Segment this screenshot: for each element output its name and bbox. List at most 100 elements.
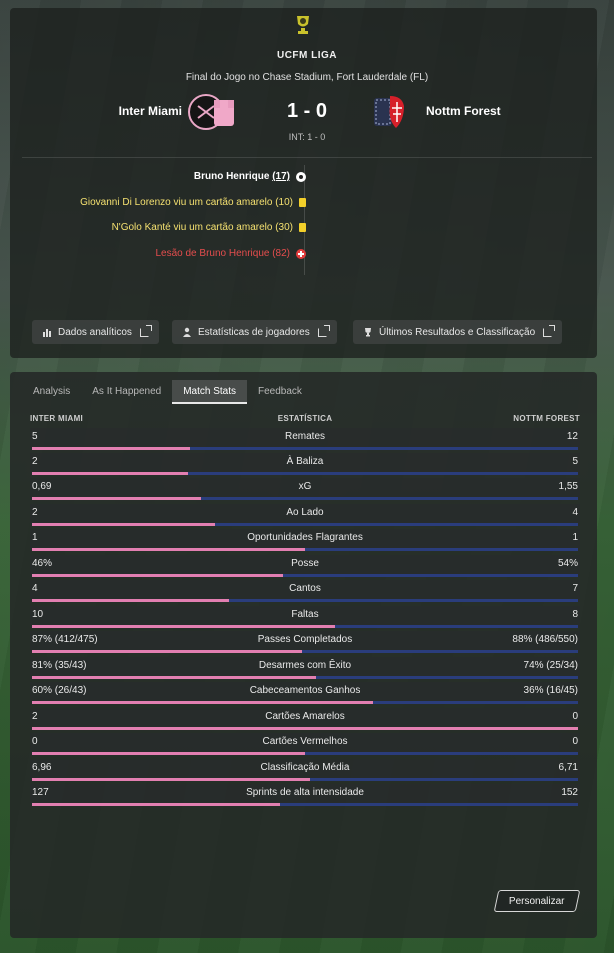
stat-label: Oportunidades Flagrantes: [247, 532, 363, 543]
stat-row: 2 À Baliza 5: [30, 453, 580, 475]
stat-home-value: 87% (412/475): [32, 634, 98, 645]
event-goal[interactable]: Bruno Henrique (17): [194, 171, 306, 182]
stat-away-value: 5: [572, 456, 578, 467]
stat-bar-home: [32, 752, 305, 755]
stat-home-value: 2: [32, 711, 38, 722]
stat-away-value: 88% (486/550): [512, 634, 578, 645]
stat-home-value: 127: [32, 787, 49, 798]
match-summary-panel: [10, 8, 597, 358]
stat-bar-away: [32, 803, 578, 806]
stat-bar-home: [32, 472, 188, 475]
stat-away-value: 152: [561, 787, 578, 798]
stat-bar-home: [32, 650, 303, 653]
stat-row: 4 Cantos 7: [30, 580, 580, 602]
stat-bar-away: [32, 523, 578, 526]
stat-label: Posse: [291, 558, 319, 569]
stat-bar-home: [32, 548, 305, 551]
stat-label: Cartões Vermelhos: [262, 736, 348, 747]
stat-bar-away: [32, 701, 578, 704]
stat-row: 81% (35/43) Desarmes com Êxito 74% (25/34): [30, 657, 580, 679]
stat-bar-home: [32, 727, 578, 730]
stat-away-value: 6,71: [558, 762, 578, 773]
home-team-name[interactable]: Inter Miami: [118, 104, 182, 118]
stat-away-value: 0: [572, 736, 578, 747]
stat-bar-away: [32, 548, 578, 551]
events-divider: [304, 165, 305, 275]
external-link-icon: [139, 324, 152, 337]
event-yellow-card[interactable]: Giovanni Di Lorenzo viu um cartão amarel…: [80, 197, 306, 208]
stat-bar-away: [32, 625, 578, 628]
stat-bar-away: [32, 574, 578, 577]
stat-row: 60% (26/43) Cabeceamentos Ganhos 36% (16/4…: [30, 682, 580, 704]
stat-row: 5 Remates 12: [30, 428, 580, 450]
stat-row: 87% (412/475) Passes Completados 88% (486/…: [30, 631, 580, 653]
stat-bar-home: [32, 574, 284, 577]
analytics-button[interactable]: Dados analíticos: [32, 320, 159, 344]
header-divider: [22, 157, 592, 158]
tab-match-stats[interactable]: Match Stats: [172, 380, 247, 404]
player-stats-button[interactable]: Estatísticas de jogadores: [172, 320, 337, 344]
match-venue: Final do Jogo no Chase Stadium, Fort Lau…: [185, 72, 429, 83]
results-button[interactable]: Últimos Resultados e Classificação: [353, 320, 563, 344]
event-text: Giovanni Di Lorenzo viu um cartão amarel…: [80, 197, 293, 208]
event-text: Lesão de Bruno Henrique (82): [155, 248, 290, 259]
stat-away-value: 7: [572, 583, 578, 594]
half-time-score: INT: 1 - 0: [288, 132, 326, 142]
stat-home-value: 6,96: [32, 762, 52, 773]
stat-away-value: 0: [572, 711, 578, 722]
league-trophy-icon: [297, 16, 309, 34]
bar-chart-icon: [43, 329, 51, 337]
goal-minute: (17): [272, 171, 290, 182]
goal-scorer[interactable]: Bruno Henrique (17): [193, 171, 290, 182]
stat-away-value: 74% (25/34): [523, 660, 578, 671]
stat-bar-away: [32, 676, 578, 679]
stat-home-value: 5: [32, 431, 38, 442]
stat-label: Remates: [284, 431, 325, 442]
stat-home-value: 0: [32, 736, 38, 747]
stat-row: 127 Sprints de alta intensidade 152: [30, 784, 580, 806]
yellow-card-icon: [299, 198, 306, 207]
analytics-button-label: Dados analíticos: [58, 326, 132, 338]
tab-as-it-happened[interactable]: As It Happened: [92, 386, 162, 397]
stat-label: Faltas: [291, 609, 319, 620]
stat-bar-home: [32, 523, 215, 526]
stat-bar-home: [32, 447, 191, 450]
stat-bar-away: [32, 778, 578, 781]
customize-button[interactable]: Personalizar: [493, 890, 581, 912]
stat-label: Classificação Média: [260, 762, 350, 773]
stat-row: 0,69 xG 1,55: [30, 478, 580, 500]
stat-home-value: 2: [32, 507, 38, 518]
match-score: 1 - 0: [286, 100, 328, 122]
stat-bar-home: [32, 625, 336, 628]
person-icon: [183, 327, 191, 337]
customize-button-label: Personalizar: [509, 895, 565, 907]
stat-label: Cantos: [289, 583, 321, 594]
stats-header-away: NOTTM FOREST: [513, 414, 580, 423]
stat-away-value: 54%: [557, 558, 578, 569]
stat-home-value: 4: [32, 583, 38, 594]
event-yellow-card[interactable]: N'Golo Kanté viu um cartão amarelo (30): [112, 222, 306, 233]
stat-label: Cartões Amarelos: [265, 711, 345, 722]
event-text: N'Golo Kanté viu um cartão amarelo (30): [111, 222, 293, 233]
stat-row: 10 Faltas 8: [30, 606, 580, 628]
tab-analysis[interactable]: Analysis: [33, 386, 71, 397]
away-team-name[interactable]: Nottm Forest: [426, 104, 501, 118]
inter-miami-crest-icon[interactable]: [188, 92, 236, 132]
league-name[interactable]: UCFM LIGA: [276, 50, 338, 61]
stat-home-value: 1: [32, 532, 38, 543]
stat-label: Passes Completados: [257, 634, 353, 645]
stat-bar-home: [32, 701, 374, 704]
stat-away-value: 12: [566, 431, 578, 442]
stat-bar-away: [32, 599, 578, 602]
tab-feedback[interactable]: Feedback: [258, 386, 302, 397]
stat-row: 0 Cartões Vermelhos 0: [30, 733, 580, 755]
stat-bar-away: [32, 447, 578, 450]
stat-away-value: 1: [572, 532, 578, 543]
stat-row: 1 Oportunidades Flagrantes 1: [30, 529, 580, 551]
stats-header: INTER MIAMI ESTATÍSTICA NOTTM FOREST: [30, 414, 580, 423]
trophy-icon: [365, 328, 371, 337]
event-injury[interactable]: Lesão de Bruno Henrique (82): [155, 248, 306, 259]
stat-bar-home: [32, 803, 281, 806]
match-tabs: Analysis As It Happened Match Stats Feed…: [22, 380, 313, 404]
nottm-forest-crest-icon[interactable]: [372, 92, 408, 132]
